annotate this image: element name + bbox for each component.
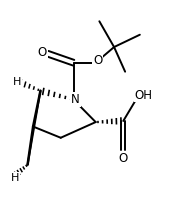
Text: O: O xyxy=(38,46,47,59)
Text: H: H xyxy=(13,77,22,87)
Text: O: O xyxy=(93,54,102,67)
Text: O: O xyxy=(119,152,128,165)
Text: H: H xyxy=(10,173,19,183)
Text: N: N xyxy=(71,93,80,106)
Text: OH: OH xyxy=(135,89,153,102)
